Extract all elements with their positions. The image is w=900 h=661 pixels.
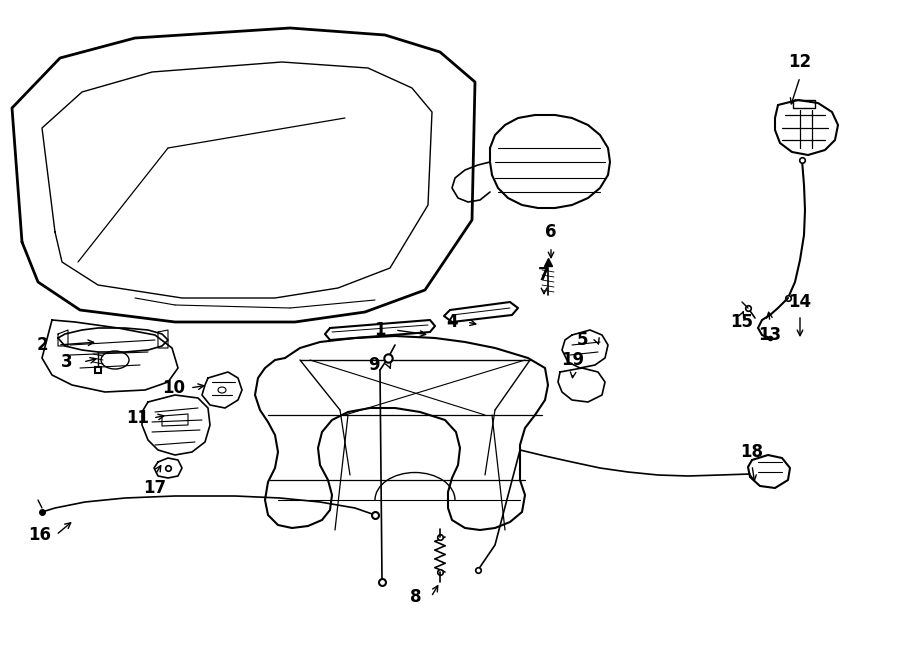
Text: 9: 9 <box>368 356 380 374</box>
Text: 3: 3 <box>61 353 73 371</box>
Text: 6: 6 <box>545 223 557 241</box>
Text: 4: 4 <box>446 313 458 331</box>
Text: 10: 10 <box>163 379 185 397</box>
Text: 8: 8 <box>410 588 422 606</box>
Text: 1: 1 <box>374 321 386 339</box>
Text: 17: 17 <box>143 479 166 497</box>
Text: 19: 19 <box>562 351 585 369</box>
Text: 2: 2 <box>36 336 48 354</box>
Text: 12: 12 <box>788 53 812 71</box>
Text: 5: 5 <box>576 331 588 349</box>
Text: 11: 11 <box>127 409 149 427</box>
Text: 14: 14 <box>788 293 812 311</box>
Text: 16: 16 <box>29 526 51 544</box>
Text: 7: 7 <box>538 266 550 284</box>
Text: 18: 18 <box>741 443 763 461</box>
Text: 15: 15 <box>731 313 753 331</box>
Text: 13: 13 <box>759 326 781 344</box>
